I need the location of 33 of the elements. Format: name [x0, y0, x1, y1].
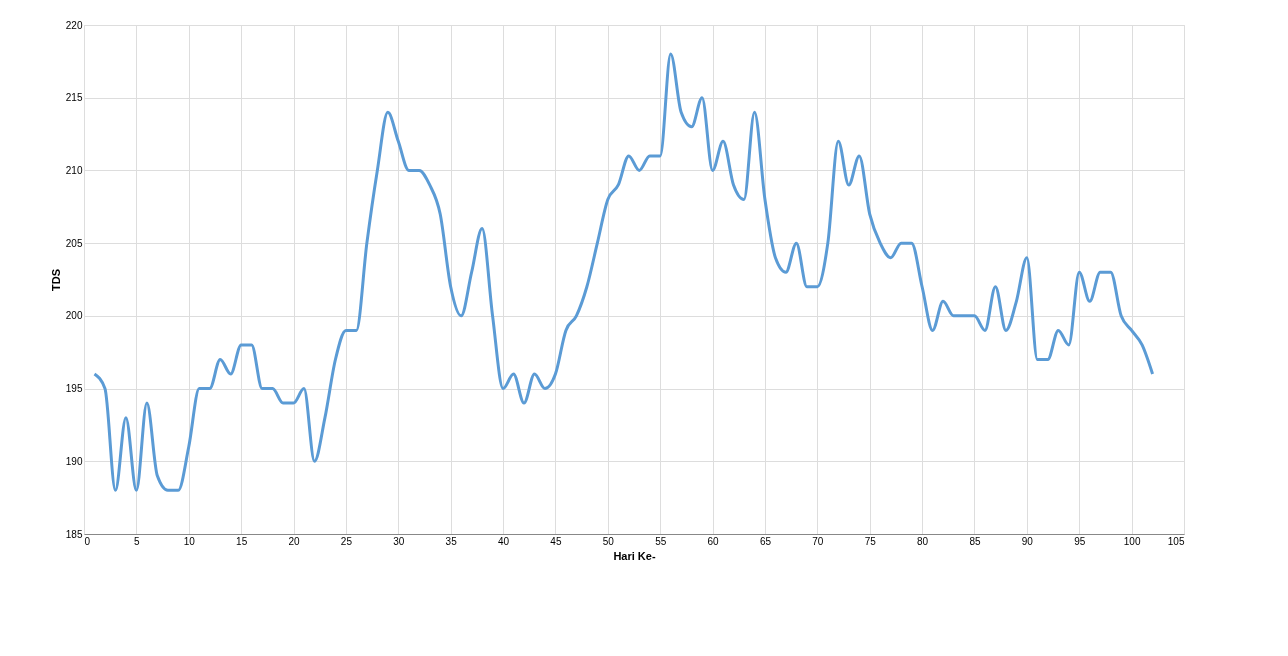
y-tick-label: 185 — [65, 528, 83, 540]
x-tick-label: 20 — [288, 535, 301, 547]
x-tick-label: 50 — [602, 535, 615, 547]
x-axis-title: Hari Ke- — [613, 549, 656, 562]
x-tick-label: 55 — [655, 535, 667, 547]
y-tick-label: 200 — [65, 310, 83, 322]
x-tick-label: 65 — [759, 535, 772, 547]
y-tick-label: 210 — [65, 164, 83, 176]
x-tick-label: 70 — [812, 535, 824, 547]
y-tick-label: 215 — [65, 92, 83, 104]
y-tick-label: 220 — [65, 19, 83, 31]
x-tick-label: 25 — [340, 535, 353, 547]
y-tick-label: 205 — [65, 237, 83, 249]
x-tick-label: 75 — [864, 535, 877, 547]
x-tick-label: 5 — [134, 535, 141, 547]
y-tick-label: 195 — [65, 383, 83, 395]
x-tick-label: 45 — [550, 535, 562, 547]
x-tick-label: 105 — [1167, 535, 1185, 547]
x-tick-label: 15 — [236, 535, 248, 547]
y-tick-label: 190 — [65, 455, 83, 467]
x-tick-label: 60 — [707, 535, 720, 547]
x-tick-label: 35 — [445, 535, 458, 547]
x-tick-label: 40 — [497, 535, 510, 547]
x-tick-label: 90 — [1021, 535, 1034, 547]
x-tick-label: 30 — [393, 535, 405, 547]
x-tick-label: 85 — [969, 535, 981, 547]
x-tick-label: 80 — [917, 535, 929, 547]
x-tick-label: 100 — [1123, 535, 1141, 547]
x-tick-label: 95 — [1074, 535, 1086, 547]
line-series — [92, 52, 1155, 492]
x-tick-label: 0 — [84, 535, 91, 547]
x-tick-label: 10 — [183, 535, 196, 547]
y-axis-title: TDS — [49, 269, 62, 291]
